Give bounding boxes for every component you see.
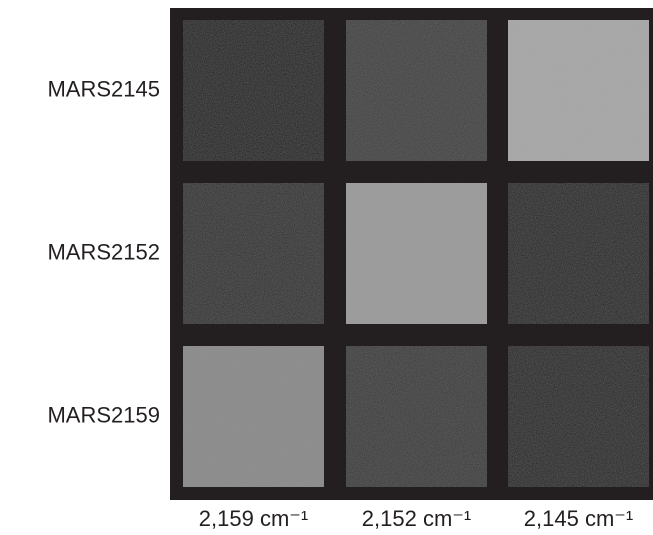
image-cell xyxy=(346,346,487,487)
row-label: MARS2145 xyxy=(47,76,160,101)
image-cell xyxy=(183,346,324,487)
image-cell xyxy=(183,183,324,324)
figure: MARS2145 MARS2152 MARS2159 2,159 cm⁻¹ 2,152 … xyxy=(0,0,653,535)
column-label: 2,145 cm⁻¹ xyxy=(524,506,633,531)
image-cell xyxy=(183,20,324,161)
image-cell xyxy=(508,183,649,324)
image-cell xyxy=(508,346,649,487)
row-label: MARS2159 xyxy=(47,402,160,427)
image-cell xyxy=(346,183,487,324)
page: {"figure": { "rows": [ {"label": "MARS21… xyxy=(0,0,653,535)
row-label: MARS2152 xyxy=(47,239,160,264)
column-label: 2,159 cm⁻¹ xyxy=(199,506,308,531)
column-label: 2,152 cm⁻¹ xyxy=(362,506,471,531)
image-cell xyxy=(508,20,649,161)
image-cell xyxy=(346,20,487,161)
